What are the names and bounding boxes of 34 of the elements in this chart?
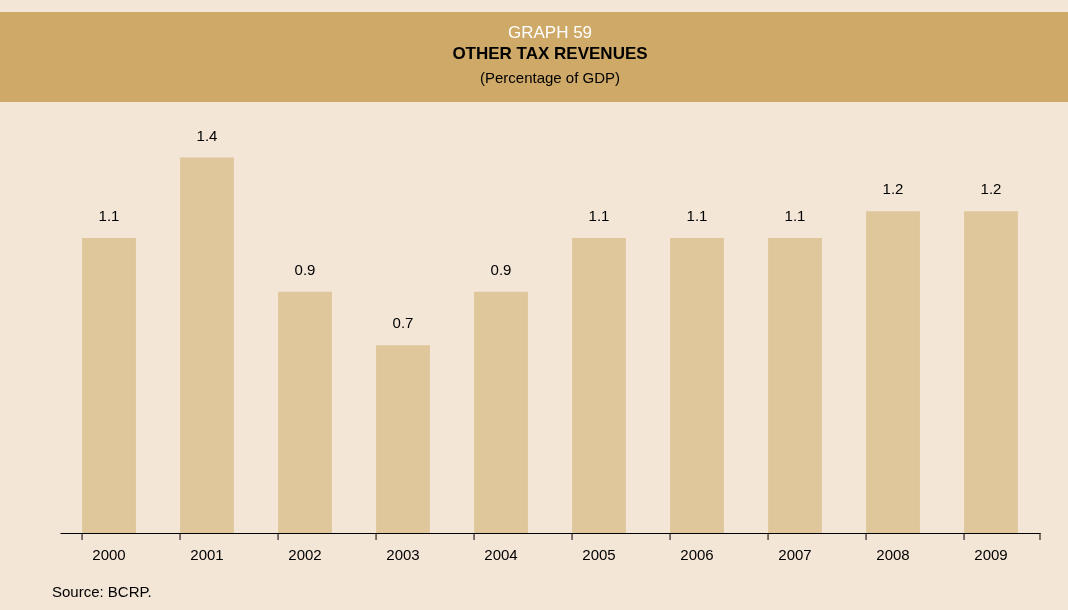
data-label: 0.9 [294,260,316,278]
bar [180,157,234,533]
bar [572,238,626,533]
bar [964,211,1018,533]
data-label: 0.7 [392,314,414,332]
data-label: 1.4 [196,126,218,144]
x-tick-label: 2005 [582,545,616,563]
data-label: 1.2 [882,180,904,198]
x-tick-label: 2000 [92,545,126,563]
bar [278,291,332,533]
x-tick-label: 2007 [778,545,812,563]
x-tick-label: 2006 [680,545,714,563]
chart-title: OTHER TAX REVENUES [452,44,648,63]
chart-subtitle: (Percentage of GDP) [479,69,621,86]
x-tick-label: 2009 [974,545,1008,563]
data-label: 1.2 [980,180,1002,198]
data-label: 1.1 [686,207,708,225]
caption: GRAPH 59 [507,23,593,42]
x-tick-label: 2003 [386,545,420,563]
bar [670,238,724,533]
bar [474,291,528,533]
bar [768,238,822,533]
x-tick-label: 2001 [190,545,224,563]
data-label: 0.9 [490,260,512,278]
source-note: Source: BCRP. [52,583,152,600]
bar [866,211,920,533]
x-tick-label: 2008 [876,545,910,563]
bar [376,345,430,533]
x-tick-label: 2002 [288,545,322,563]
data-label: 1.1 [98,207,120,225]
x-tick-label: 2004 [484,545,518,563]
data-label: 1.1 [588,207,610,225]
bar [82,238,136,533]
data-label: 1.1 [784,207,806,225]
